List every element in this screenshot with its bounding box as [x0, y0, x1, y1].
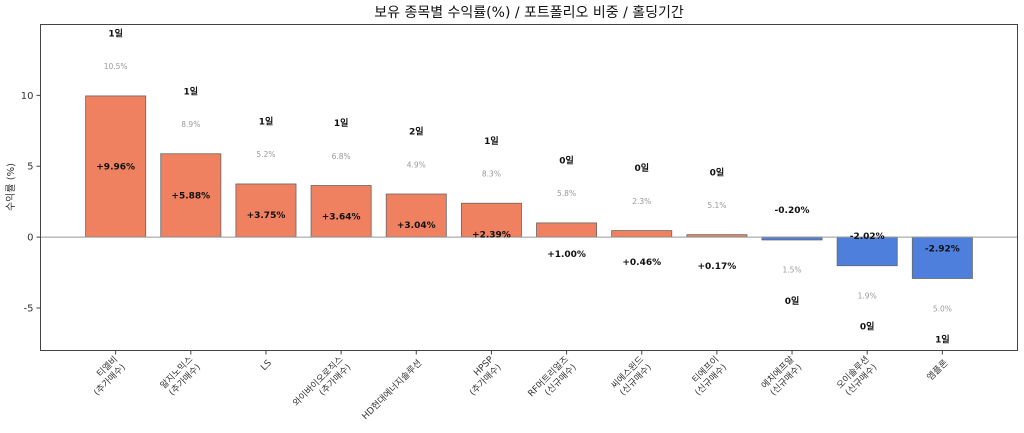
weight-label: 10.5% [104, 62, 128, 71]
return-label: +9.96% [96, 163, 135, 173]
return-label: +5.88% [171, 191, 210, 201]
return-label: -0.20% [775, 206, 810, 216]
bar [611, 230, 673, 238]
holding-days-label: 0일 [860, 321, 875, 333]
holding-days-label: 1일 [484, 135, 499, 147]
y-tick-label: 0 [27, 233, 33, 244]
weight-label: 8.3% [482, 169, 501, 178]
weight-label: 5.0% [933, 304, 952, 313]
bar [235, 183, 297, 238]
weight-label: 6.8% [332, 152, 351, 161]
y-axis-label: 수익률 (%) [5, 163, 17, 211]
bar [85, 95, 147, 238]
weight-label: 5.8% [557, 189, 576, 198]
weight-label: 8.9% [181, 120, 200, 129]
x-tick-label: 티에프이(신규매수) [685, 354, 729, 398]
holding-days-label: 0일 [634, 162, 649, 174]
return-label: -2.02% [850, 232, 885, 242]
return-label: +0.46% [622, 258, 661, 268]
return-label: +1.00% [547, 250, 586, 260]
x-tick-label: 알지노믹스(추가매수) [157, 353, 203, 399]
holding-days-label: 0일 [785, 295, 800, 307]
holding-days-label: 1일 [259, 116, 274, 128]
weight-label: 1.9% [858, 292, 877, 301]
x-tick-label: 티엘비(추가매수) [84, 354, 128, 398]
return-label: -2.92% [925, 245, 960, 255]
weight-label: 5.1% [707, 201, 726, 210]
holding-days-label: 1일 [108, 28, 123, 40]
bar [536, 222, 598, 238]
bar [836, 236, 898, 267]
return-label: +0.17% [698, 262, 737, 272]
holding-days-label: 2일 [409, 126, 424, 138]
weight-label: 5.2% [256, 150, 275, 159]
x-tick-label: 씨에스윈드(신규매수) [609, 354, 654, 399]
weight-label: 1.5% [783, 266, 802, 275]
bar [911, 236, 973, 279]
return-label: +3.04% [397, 221, 436, 231]
x-tick-label: HD현대에너지솔루션 [360, 358, 424, 422]
bar [310, 185, 372, 238]
holding-days-label: 1일 [935, 333, 950, 345]
x-tick-label-line: LS [259, 358, 274, 373]
chart-title: 보유 종목별 수익률(%) / 포트폴리오 비중 / 홀딩기간 [374, 5, 684, 21]
return-label: +3.75% [247, 211, 286, 221]
x-tick-label: HPSP(추가매수) [460, 354, 504, 398]
x-tick-label: LS [259, 358, 274, 373]
x-tick-label: 오이솔루션(신규매수) [835, 354, 880, 399]
x-tick-label: 와이바이오로직스(추가매수) [290, 353, 353, 416]
bar [460, 202, 522, 238]
bar [385, 193, 447, 238]
holding-days-label: 1일 [334, 117, 349, 129]
x-tick-label-line: HD현대에너지솔루션 [360, 358, 424, 422]
return-label: +3.64% [322, 213, 361, 223]
weight-label: 2.3% [632, 197, 651, 206]
y-tick-label: 10 [21, 91, 34, 102]
x-tick-label: 에치에프알(신규매수) [759, 353, 805, 399]
return-label: +2.39% [472, 230, 511, 240]
y-tick-label: 5 [27, 162, 33, 173]
holding-days-label: 1일 [184, 85, 199, 97]
x-tick-label: 엠플론 [924, 357, 950, 383]
holding-days-label: 0일 [710, 166, 725, 178]
plot-frame [40, 24, 1018, 351]
y-tick-label: -5 [24, 303, 34, 314]
holding-days-label: 0일 [559, 155, 574, 167]
x-tick-label: RF머트리얼즈(신규매수) [526, 354, 579, 407]
weight-label: 4.9% [407, 160, 426, 169]
x-tick-label-line: 엠플론 [924, 357, 950, 383]
